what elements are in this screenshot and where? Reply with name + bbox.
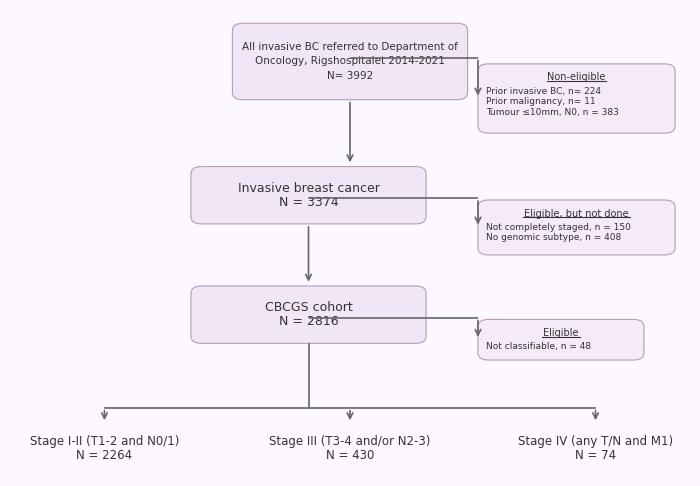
FancyBboxPatch shape xyxy=(478,319,644,360)
FancyBboxPatch shape xyxy=(191,167,426,224)
Text: Stage I-II (T1-2 and N0/1): Stage I-II (T1-2 and N0/1) xyxy=(30,435,179,448)
Text: N = 74: N = 74 xyxy=(575,449,616,462)
Text: Eligible, but not done: Eligible, but not done xyxy=(524,208,629,219)
Text: Oncology, Rigshospitalet 2014-2021: Oncology, Rigshospitalet 2014-2021 xyxy=(255,56,445,67)
Text: Stage III (T3-4 and/or N2-3): Stage III (T3-4 and/or N2-3) xyxy=(270,435,430,448)
FancyBboxPatch shape xyxy=(232,23,468,100)
Text: Eligible: Eligible xyxy=(543,328,579,338)
Text: Non-eligible: Non-eligible xyxy=(547,72,606,83)
FancyBboxPatch shape xyxy=(191,286,426,343)
Text: Prior invasive BC, n= 224: Prior invasive BC, n= 224 xyxy=(486,87,601,96)
Text: CBCGS cohort: CBCGS cohort xyxy=(265,301,352,314)
Text: Prior malignancy, n= 11: Prior malignancy, n= 11 xyxy=(486,97,596,106)
Text: N = 3374: N = 3374 xyxy=(279,196,338,209)
FancyBboxPatch shape xyxy=(478,64,675,133)
Text: Not classifiable, n = 48: Not classifiable, n = 48 xyxy=(486,342,592,351)
Text: All invasive BC referred to Department of: All invasive BC referred to Department o… xyxy=(242,42,458,52)
Text: N= 3992: N= 3992 xyxy=(327,71,373,81)
FancyBboxPatch shape xyxy=(478,200,675,255)
Text: Stage IV (any T/N and M1): Stage IV (any T/N and M1) xyxy=(518,435,673,448)
Text: Tumour ≤10mm, N0, n = 383: Tumour ≤10mm, N0, n = 383 xyxy=(486,108,619,117)
Text: N = 2264: N = 2264 xyxy=(76,449,132,462)
Text: N = 430: N = 430 xyxy=(326,449,374,462)
Text: No genomic subtype, n = 408: No genomic subtype, n = 408 xyxy=(486,233,622,243)
Text: N = 2816: N = 2816 xyxy=(279,315,338,329)
Text: Not completely staged, n = 150: Not completely staged, n = 150 xyxy=(486,223,631,232)
Text: Invasive breast cancer: Invasive breast cancer xyxy=(237,182,379,194)
